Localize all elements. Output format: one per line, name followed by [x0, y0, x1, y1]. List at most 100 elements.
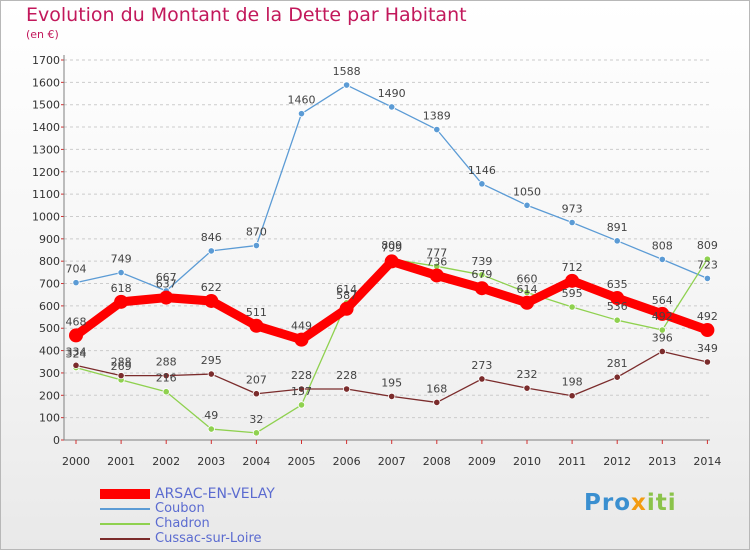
point-arsac-en-velay-2007 — [384, 254, 399, 269]
point-coubon-2012 — [613, 237, 621, 245]
x-tick-label-2007: 2007 — [378, 455, 406, 468]
chart-subtitle: (en €) — [26, 28, 59, 41]
point-cussac-sur-loire-2012 — [613, 373, 621, 381]
point-cussac-sur-loire-2003 — [207, 370, 215, 378]
point-cussac-sur-loire-2009 — [478, 375, 486, 383]
point-arsac-en-velay-2014 — [700, 323, 715, 338]
data-label-arsac-en-velay-2003: 622 — [201, 281, 222, 294]
legend-swatch-chadron — [100, 523, 150, 525]
data-label-coubon-2010: 1050 — [513, 185, 541, 198]
point-coubon-2006 — [342, 81, 351, 89]
data-label-coubon-2008: 1389 — [423, 110, 451, 123]
point-cussac-sur-loire-2013 — [658, 347, 666, 356]
x-tick-label-2014: 2014 — [693, 455, 721, 468]
point-coubon-2009 — [478, 180, 486, 188]
data-label-arsac-en-velay-2008: 736 — [426, 255, 447, 268]
y-tick-label-800: 800 — [39, 255, 60, 268]
data-label-coubon-2006: 1588 — [333, 65, 361, 78]
x-tick-label-2003: 2003 — [197, 455, 225, 468]
point-arsac-en-velay-2005 — [294, 332, 309, 347]
data-label-coubon-2003: 846 — [201, 231, 222, 244]
point-cussac-sur-loire-2014 — [703, 358, 712, 366]
y-tick-label-500: 500 — [39, 322, 60, 335]
legend-label-coubon: Coubon — [155, 501, 205, 516]
point-chadron-2010 — [523, 288, 531, 297]
x-tick-label-2004: 2004 — [242, 455, 270, 468]
proxiti-logo: Proxiti — [584, 490, 677, 516]
y-tick-label-1700: 1700 — [32, 54, 60, 67]
data-label-coubon-2009: 1146 — [468, 164, 496, 177]
point-coubon-2010 — [523, 201, 531, 209]
data-label-arsac-en-velay-2000: 468 — [66, 315, 87, 328]
point-arsac-en-velay-2009 — [474, 281, 489, 296]
data-label-cussac-sur-loire-2005: 228 — [291, 369, 312, 382]
point-coubon-2005 — [297, 110, 306, 118]
point-arsac-en-velay-2002 — [159, 290, 174, 305]
data-label-coubon-2000: 704 — [66, 263, 87, 276]
point-cussac-sur-loire-2004 — [252, 390, 260, 398]
data-label-cussac-sur-loire-2000: 334 — [66, 345, 87, 358]
data-label-cussac-sur-loire-2013: 396 — [652, 331, 673, 344]
x-tick-label-2002: 2002 — [152, 455, 180, 468]
data-label-arsac-en-velay-2010: 614 — [517, 283, 538, 296]
point-coubon-2008 — [433, 125, 441, 134]
point-cussac-sur-loire-2001 — [117, 372, 125, 380]
data-label-chadron-2009: 739 — [471, 255, 492, 268]
data-label-coubon-2001: 749 — [111, 253, 132, 266]
y-tick-label-1000: 1000 — [32, 210, 60, 223]
data-label-cussac-sur-loire-2012: 281 — [607, 357, 628, 370]
data-label-cussac-sur-loire-2009: 273 — [471, 359, 492, 372]
point-chadron-2011 — [568, 303, 576, 311]
x-tick-label-2006: 2006 — [333, 455, 361, 468]
data-label-coubon-2013: 808 — [652, 239, 673, 252]
point-coubon-2000 — [72, 279, 80, 287]
data-label-arsac-en-velay-2002: 637 — [156, 278, 177, 291]
y-tick-label-100: 100 — [39, 412, 60, 425]
y-tick-label-0: 0 — [53, 434, 60, 447]
point-chadron-2002 — [162, 388, 170, 396]
series-lines — [69, 81, 715, 437]
y-tick-label-1600: 1600 — [32, 76, 60, 89]
data-label-cussac-sur-loire-2006: 228 — [336, 369, 357, 382]
point-cussac-sur-loire-2000 — [72, 361, 80, 369]
point-cussac-sur-loire-2002 — [162, 372, 170, 380]
data-label-coubon-2002: 667 — [156, 271, 177, 284]
y-tick-label-1200: 1200 — [32, 166, 60, 179]
data-label-chadron-2000: 324 — [66, 348, 87, 361]
data-label-chadron-2001: 269 — [111, 360, 132, 373]
x-tick-label-2001: 2001 — [107, 455, 135, 468]
point-arsac-en-velay-2000 — [69, 328, 83, 343]
legend-label-cussac: Cussac-sur-Loire — [155, 531, 262, 546]
y-tick-label-400: 400 — [39, 345, 60, 358]
point-coubon-2003 — [207, 247, 215, 255]
x-tick-label-2009: 2009 — [468, 455, 496, 468]
point-chadron-2014 — [703, 255, 712, 263]
point-coubon-2004 — [252, 241, 260, 250]
point-arsac-en-velay-2012 — [610, 291, 625, 306]
data-label-arsac-en-velay-2009: 679 — [471, 268, 492, 281]
chart-title: Evolution du Montant de la Dette par Hab… — [26, 4, 467, 26]
data-label-arsac-en-velay-2014: 492 — [697, 310, 718, 323]
point-arsac-en-velay-2013 — [655, 306, 670, 321]
data-label-chadron-2003: 49 — [204, 409, 218, 422]
logo-part-iti: iti — [646, 490, 677, 516]
data-label-chadron-2014: 809 — [697, 239, 718, 252]
point-chadron-2004 — [252, 429, 260, 437]
x-tick-label-2010: 2010 — [513, 455, 541, 468]
point-cussac-sur-loire-2011 — [568, 392, 576, 400]
legend-swatch-arsac — [100, 489, 150, 499]
data-label-chadron-2002: 216 — [156, 372, 177, 385]
data-label-cussac-sur-loire-2008: 168 — [426, 382, 447, 395]
logo-part-x: x — [631, 490, 647, 516]
data-labels: 468 618 637 622 511 449 587 799 736 679 614 712 635 5… — [66, 65, 718, 426]
point-cussac-sur-loire-2005 — [297, 385, 306, 393]
y-tick-label-600: 600 — [39, 300, 60, 313]
point-arsac-en-velay-2003 — [204, 293, 219, 308]
data-label-arsac-en-velay-2007: 799 — [381, 241, 402, 254]
x-tick-label-2008: 2008 — [423, 455, 451, 468]
point-arsac-en-velay-2011 — [565, 273, 580, 288]
x-tick-label-2013: 2013 — [648, 455, 676, 468]
point-chadron-2013 — [658, 326, 666, 334]
data-label-chadron-2012: 536 — [607, 300, 628, 313]
